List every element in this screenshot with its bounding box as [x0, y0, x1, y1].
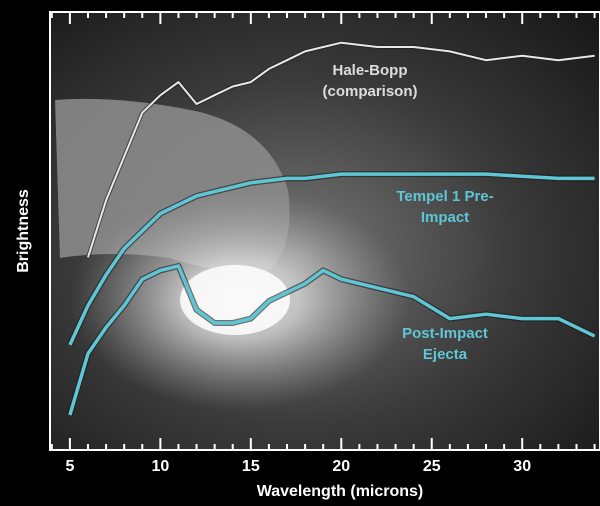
x-tick-label: 5 — [65, 458, 74, 475]
x-tick-label: 10 — [151, 458, 169, 475]
x-tick-label: 25 — [423, 458, 441, 475]
x-tick-label: 30 — [513, 458, 531, 475]
x-tick-label: 20 — [332, 458, 350, 475]
page: Wavelength (microns) Brightness 5 10 15 20 2… — [0, 0, 600, 506]
series-label: Post-Impact Ejecta — [380, 323, 510, 365]
series-label: Hale-Bopp (comparison) — [310, 60, 430, 102]
y-axis-label: Brightness — [15, 189, 32, 273]
x-axis-label: Wavelength (microns) — [257, 483, 424, 500]
x-tick-label: 15 — [242, 458, 260, 475]
chart: Wavelength (microns) Brightness 5 10 15 20 2… — [0, 0, 600, 506]
series-label: Tempel 1 Pre-Impact — [380, 186, 510, 228]
